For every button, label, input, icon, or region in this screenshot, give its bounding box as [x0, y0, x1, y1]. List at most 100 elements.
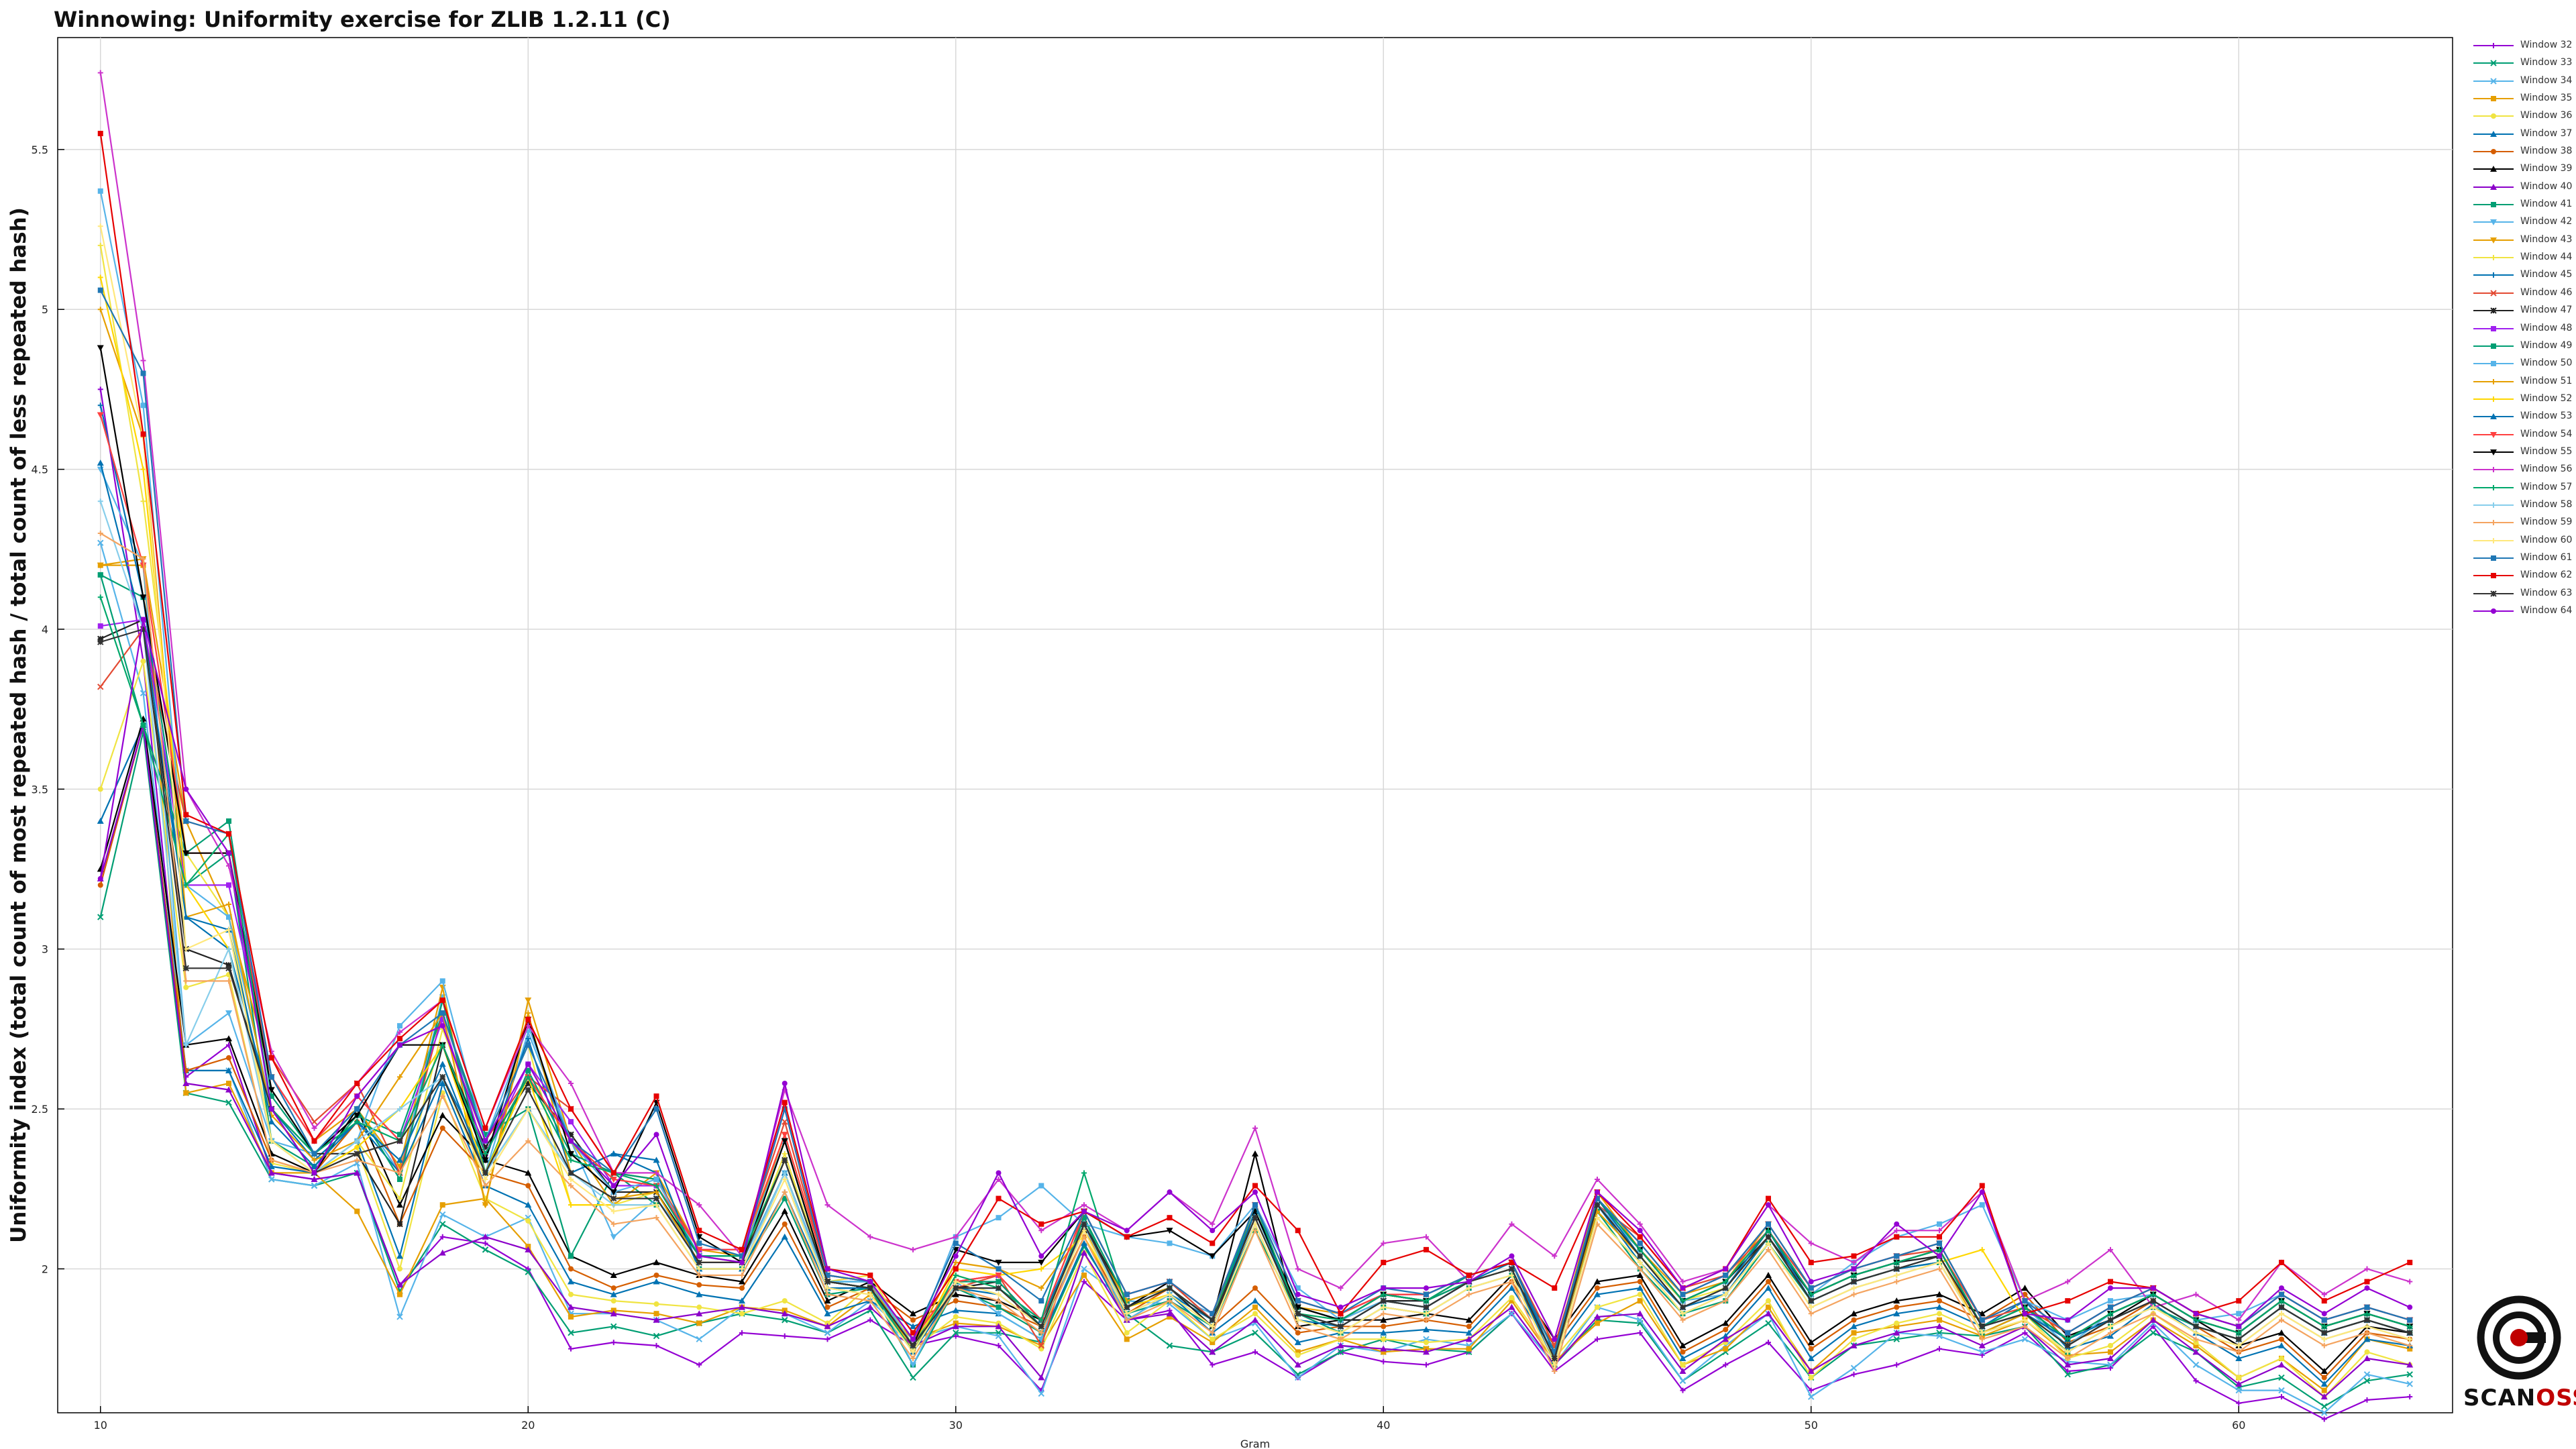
scanoss-logo-icon [2477, 1295, 2561, 1380]
data-point [1038, 1266, 1044, 1272]
data-point [2278, 1387, 2285, 1394]
y-tick-label: 4 [42, 623, 48, 636]
legend-item: Window 56 [2465, 462, 2576, 479]
legend-item: Window 49 [2465, 338, 2576, 356]
data-point [2406, 1381, 2413, 1387]
data-point [610, 1183, 616, 1189]
data-point [1295, 1317, 1301, 1323]
data-point [1038, 1298, 1044, 1304]
data-point [439, 998, 445, 1003]
data-point [910, 1310, 916, 1317]
data-point [739, 1259, 745, 1265]
grid-lines [58, 38, 2453, 1413]
data-point [610, 1310, 617, 1317]
data-point [2193, 1311, 2199, 1317]
data-point [183, 984, 189, 990]
legend-marker [2491, 255, 2496, 261]
data-point [910, 1336, 916, 1342]
data-point [226, 978, 231, 984]
data-point [653, 1311, 659, 1317]
data-point [1552, 1336, 1558, 1342]
data-point [354, 1157, 360, 1163]
data-point [781, 1208, 788, 1214]
data-point [1381, 1358, 1387, 1364]
data-point [653, 1106, 659, 1112]
data-point [2107, 1354, 2114, 1361]
data-point [995, 1285, 1002, 1291]
data-point [2407, 1259, 2413, 1265]
data-point [1636, 1285, 1644, 1291]
data-point [354, 1080, 360, 1086]
data-point [653, 1332, 660, 1340]
data-point [696, 1282, 702, 1288]
data-point [1252, 1311, 1258, 1317]
data-point [1552, 1368, 1558, 1375]
legend-item: Window 38 [2465, 144, 2576, 161]
data-point [1252, 1285, 1258, 1291]
data-point [397, 1170, 402, 1176]
data-point [696, 1304, 702, 1310]
data-point [2108, 1342, 2113, 1348]
data-point [1722, 1332, 1729, 1339]
data-point [2407, 1346, 2413, 1352]
data-point [354, 1119, 360, 1125]
data-point [2407, 1394, 2413, 1400]
data-point [1937, 1240, 1942, 1246]
legend-label: Window 60 [2520, 534, 2573, 545]
data-point [610, 1323, 617, 1330]
data-point [1381, 1259, 1387, 1265]
data-point [1808, 1240, 1814, 1246]
legend-label: Window 50 [2520, 358, 2573, 369]
data-point [1509, 1298, 1515, 1304]
data-point [311, 1150, 317, 1157]
data-point [1295, 1324, 1301, 1330]
data-point [182, 850, 190, 857]
data-point [610, 1234, 617, 1240]
legend-marker [2490, 237, 2497, 244]
data-point [2021, 1336, 2029, 1343]
data-point [739, 1285, 745, 1291]
data-point [2065, 1336, 2071, 1342]
data-point [2407, 1304, 2413, 1310]
data-point [1894, 1253, 1900, 1259]
data-point [610, 1150, 617, 1157]
data-point [1337, 1342, 1344, 1348]
data-point [311, 1182, 318, 1189]
data-point [1766, 1298, 1771, 1304]
legend-marker [2491, 149, 2496, 155]
data-point [268, 1074, 274, 1080]
data-point [482, 1240, 488, 1246]
data-point [397, 1042, 402, 1048]
data-point [1424, 1234, 1429, 1240]
data-point [1166, 1342, 1173, 1349]
data-point [97, 818, 104, 824]
data-point [439, 1079, 446, 1086]
legend-item: Window 48 [2465, 321, 2576, 338]
data-point [996, 1215, 1002, 1221]
data-point [2022, 1298, 2028, 1304]
data-point [2150, 1297, 2157, 1304]
data-point [824, 1278, 831, 1285]
data-point [2278, 1374, 2285, 1381]
data-point [1765, 1310, 1772, 1317]
data-point [1594, 1278, 1601, 1285]
data-point [2108, 1365, 2113, 1371]
legend-item: Window 44 [2465, 250, 2576, 267]
data-point [1038, 1183, 1044, 1189]
legend-item: Window 52 [2465, 391, 2576, 409]
legend-item: Window 46 [2465, 285, 2576, 303]
data-point [525, 1183, 531, 1189]
data-point [739, 1297, 745, 1304]
data-point [1210, 1311, 1216, 1317]
legend-label: Window 51 [2520, 375, 2573, 386]
data-point [97, 539, 104, 546]
data-point [910, 1362, 916, 1368]
data-point [2022, 1311, 2028, 1317]
data-point [782, 1157, 788, 1164]
data-point [910, 1330, 916, 1336]
data-point [97, 562, 104, 569]
data-point [1680, 1349, 1686, 1355]
data-point [1081, 1215, 1087, 1221]
data-point [1038, 1253, 1044, 1259]
data-point [1338, 1311, 1344, 1317]
